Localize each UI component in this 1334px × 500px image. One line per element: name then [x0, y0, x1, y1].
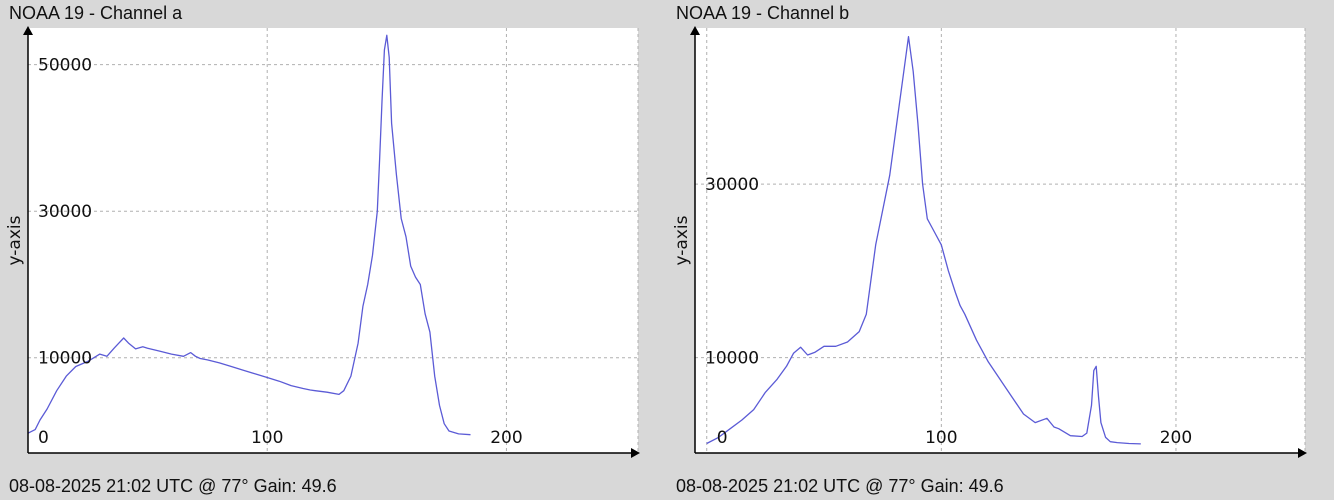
- x-tick-label: 0: [38, 428, 49, 448]
- plot-area: 0 100 200 10000 30000 50000 y-axis: [5, 26, 640, 458]
- y-tick-label: 50000: [38, 56, 92, 76]
- chart-panel-channel-b: NOAA 19 - Channel b 0 100 200 10000 30000 y-a…: [667, 0, 1334, 500]
- x-tick-label: 0: [717, 428, 728, 448]
- y-tick-label: 10000: [705, 349, 759, 369]
- series-line: [706, 36, 1141, 445]
- y-axis-arrow: [690, 26, 700, 35]
- plot-area: 0 100 200 10000 30000 y-axis: [672, 26, 1307, 458]
- chart-title: NOAA 19 - Channel b: [676, 3, 850, 23]
- chart-title: NOAA 19 - Channel a: [9, 3, 183, 23]
- chart-panel-channel-a: NOAA 19 - Channel a 0 100 200 10000 30000 500…: [5, 3, 640, 496]
- y-tick-label: 30000: [705, 175, 759, 195]
- y-tick-label: 10000: [38, 349, 92, 369]
- x-tick-label: 200: [490, 428, 522, 448]
- plot-background: [28, 28, 638, 453]
- status-footer: 08-08-2025 21:02 UTC @ 77° Gain: 49.6: [676, 476, 1004, 496]
- x-axis-arrow: [1298, 448, 1307, 458]
- y-axis-label: y-axis: [5, 215, 25, 265]
- plot-background: [695, 28, 1305, 453]
- x-tick-label: 100: [251, 428, 283, 448]
- x-tick-label: 200: [1160, 428, 1192, 448]
- x-tick-label: 100: [925, 428, 957, 448]
- y-tick-label: 30000: [38, 202, 92, 222]
- x-axis-arrow: [631, 448, 640, 458]
- y-axis-label: y-axis: [672, 215, 692, 265]
- series-line: [27, 34, 471, 436]
- status-footer: 08-08-2025 21:02 UTC @ 77° Gain: 49.6: [9, 476, 337, 496]
- y-axis-arrow: [23, 26, 33, 35]
